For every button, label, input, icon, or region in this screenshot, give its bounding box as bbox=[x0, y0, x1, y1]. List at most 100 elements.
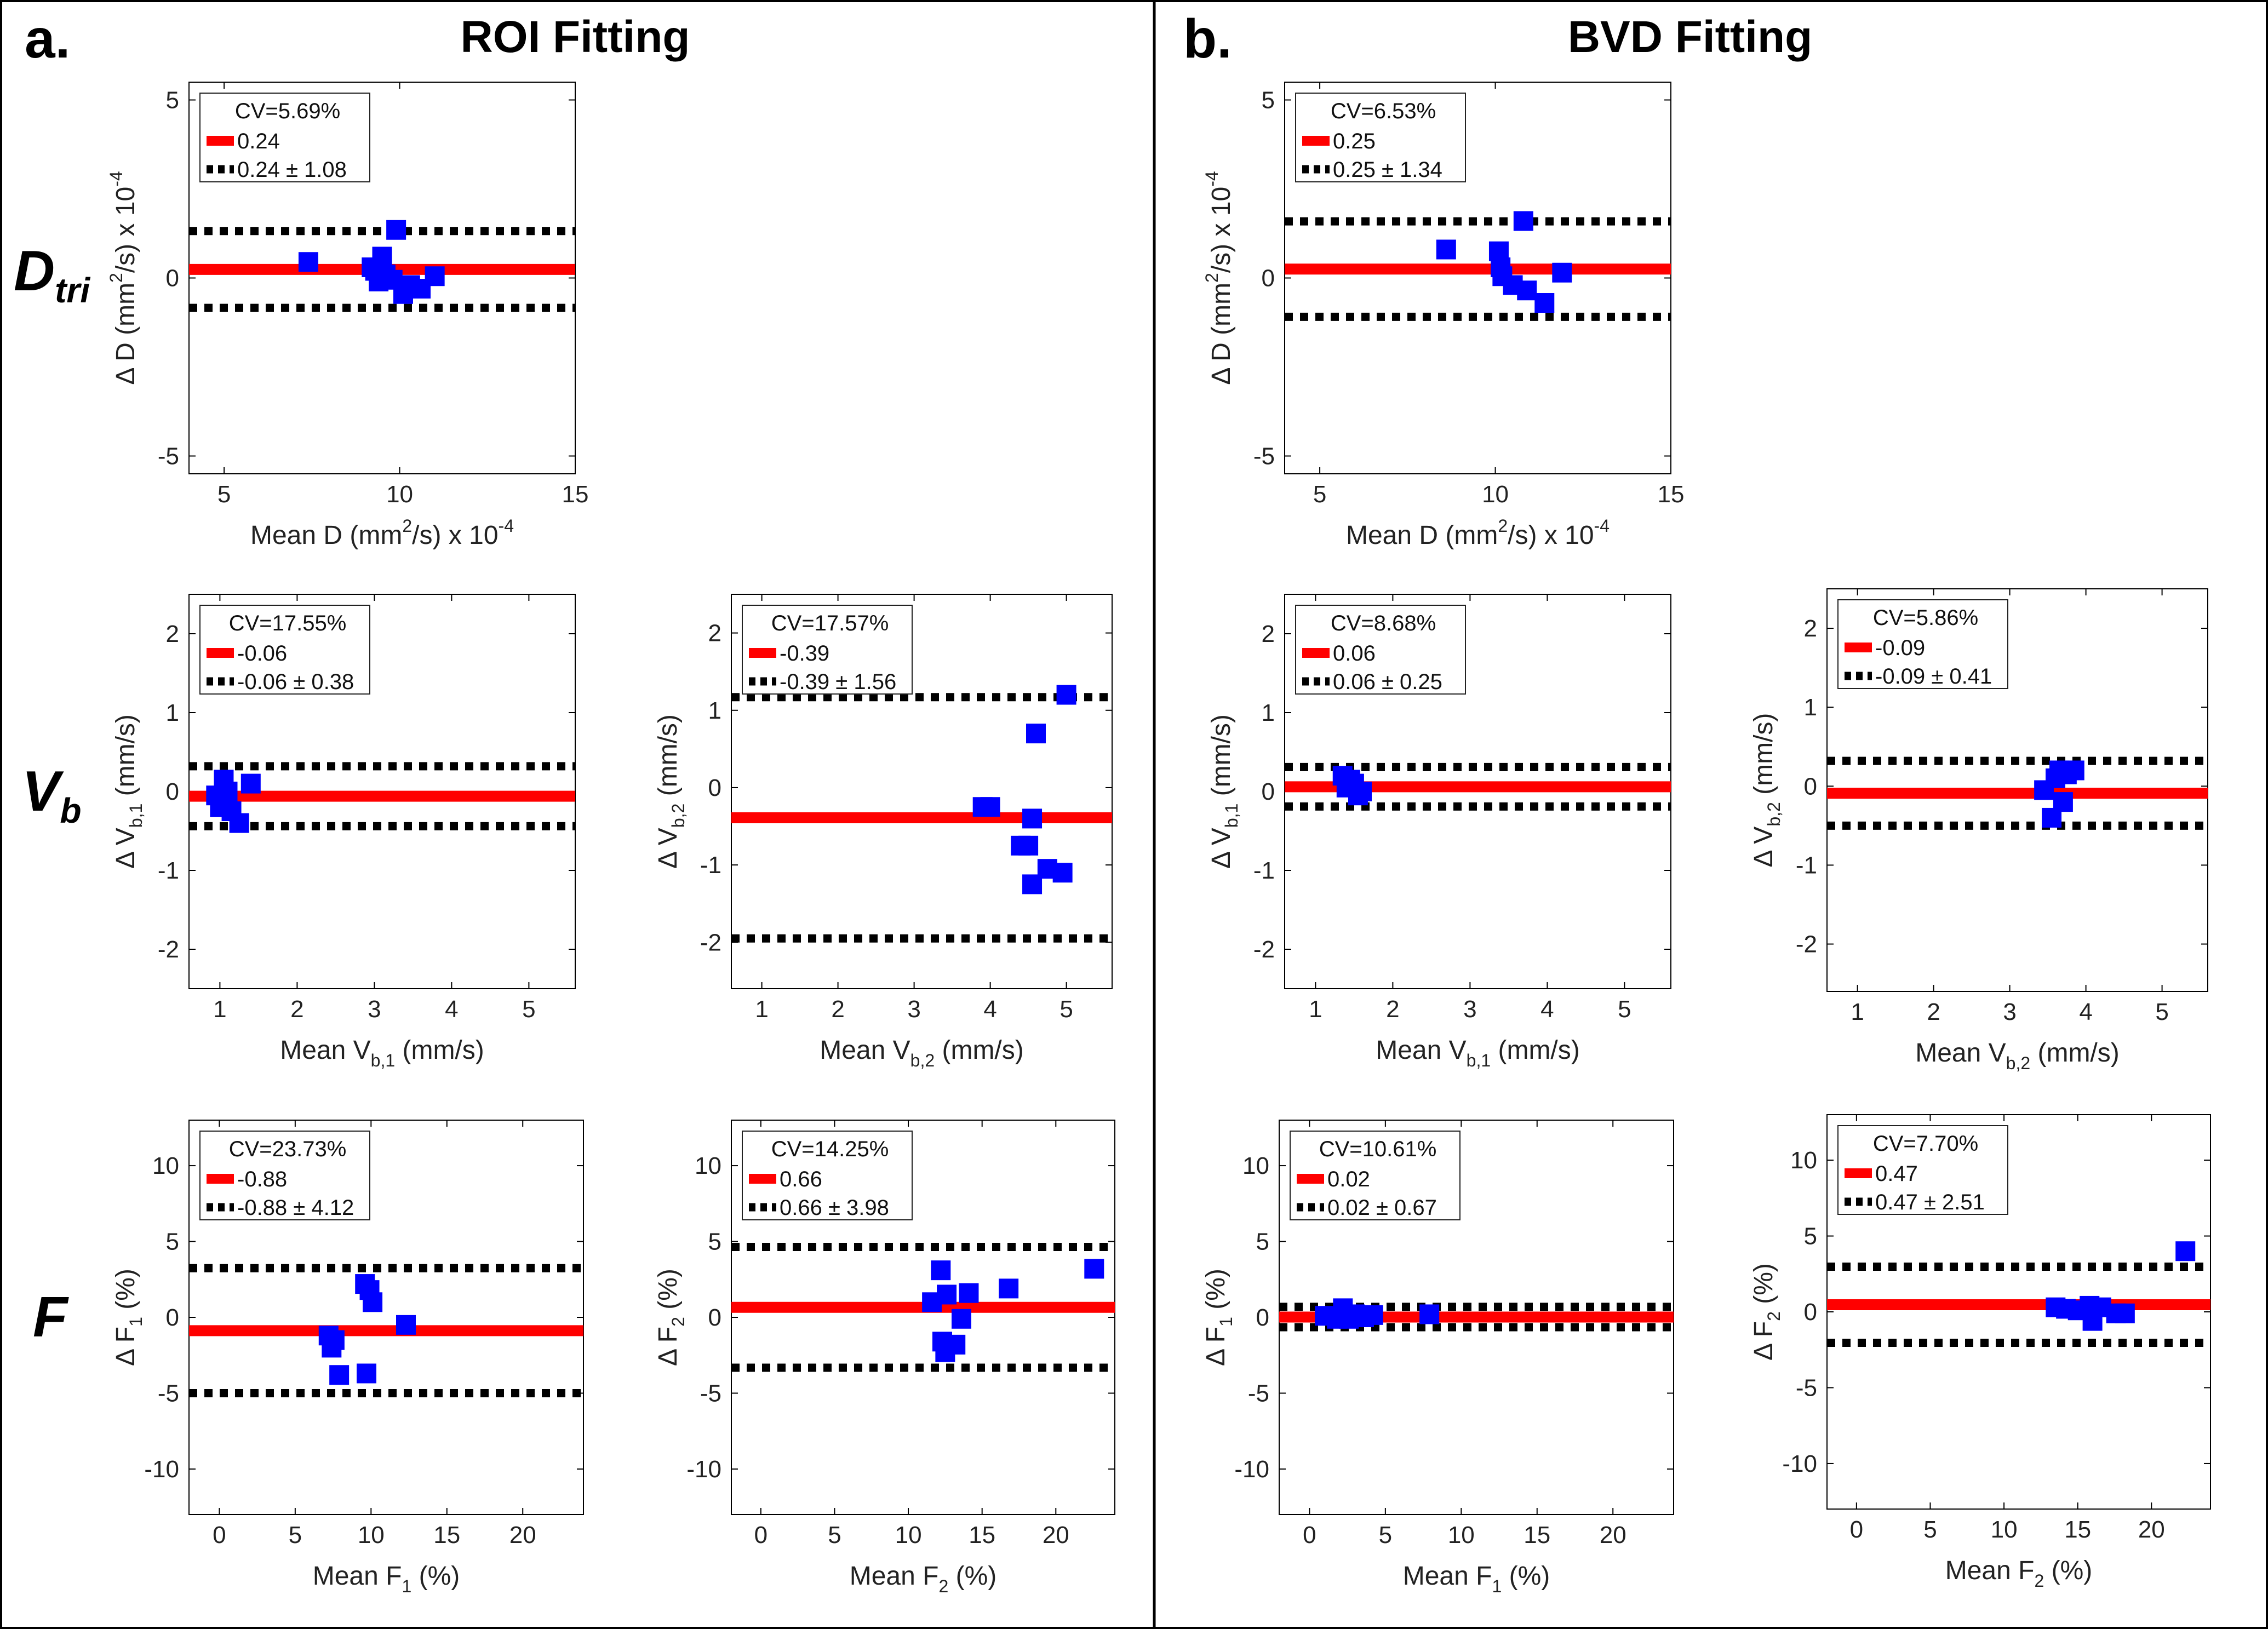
y-axis-label-text: /s) x 10 bbox=[111, 187, 140, 273]
y-tick-label: 0 bbox=[1804, 773, 1817, 800]
data-point bbox=[1534, 293, 1555, 313]
x-axis-label-text: /s) x 10 bbox=[1508, 521, 1594, 550]
legend-limits: 0.02 ± 0.67 bbox=[1327, 1196, 1437, 1220]
legend-limits: 0.25 ± 1.34 bbox=[1333, 158, 1442, 182]
x-tick-label: 10 bbox=[895, 1522, 922, 1548]
x-tick-label: 5 bbox=[1313, 481, 1326, 508]
data-point bbox=[1084, 1259, 1104, 1279]
y-axis-label-text: (mm/s) bbox=[111, 714, 140, 804]
legend-limits: 0.24 ± 1.08 bbox=[237, 158, 347, 182]
y-axis-label-sup: -4 bbox=[1202, 171, 1222, 186]
y-tick-label: -5 bbox=[1796, 1374, 1817, 1401]
y-tick-label: 0 bbox=[708, 775, 721, 801]
data-point bbox=[959, 1283, 979, 1303]
y-axis-label-text: (%) bbox=[654, 1269, 683, 1317]
panel-a-letter: a. bbox=[25, 8, 70, 70]
x-tick-label: 15 bbox=[1658, 481, 1685, 508]
y-tick-label: 5 bbox=[166, 1229, 179, 1255]
y-tick-label: 0 bbox=[708, 1304, 721, 1331]
y-tick-label: -10 bbox=[1782, 1450, 1817, 1477]
y-tick-label: 1 bbox=[166, 699, 179, 726]
x-tick-label: 0 bbox=[1850, 1516, 1863, 1543]
x-axis-label-sub: 2 bbox=[2034, 1571, 2044, 1591]
data-point bbox=[1363, 1305, 1383, 1325]
x-tick-label: 10 bbox=[386, 481, 413, 508]
plot-bvd-D: 5 10 15 -5 0 5 CV=6.53% 0.25 0.25 ± 1.34 Mean D (… bbox=[1202, 82, 1684, 550]
legend-cv: CV=23.73% bbox=[229, 1137, 347, 1161]
x-tick-label: 5 bbox=[828, 1522, 841, 1548]
data-point bbox=[357, 1363, 376, 1384]
row-label-dtri: Dtri bbox=[14, 239, 90, 310]
y-tick-label: 1 bbox=[1262, 699, 1275, 726]
y-axis-label-text: Δ F bbox=[1201, 1327, 1230, 1366]
data-point bbox=[386, 220, 406, 240]
y-tick-label: -10 bbox=[144, 1456, 179, 1483]
y-tick-label: -2 bbox=[1253, 936, 1275, 963]
x-tick-label: 2 bbox=[1386, 996, 1399, 1023]
data-point bbox=[999, 1278, 1019, 1299]
y-tick-label: 0 bbox=[166, 265, 179, 292]
y-tick-label: 2 bbox=[1262, 621, 1275, 647]
row-label-vb: Vb bbox=[22, 760, 81, 830]
legend-mean: 0.02 bbox=[1327, 1167, 1370, 1191]
y-tick-label: 1 bbox=[1804, 694, 1817, 721]
data-point bbox=[1436, 239, 1456, 260]
x-axis-label-text: (mm/s) bbox=[1491, 1036, 1580, 1065]
y-tick-label: -5 bbox=[158, 1380, 179, 1407]
x-axis-label: Mean D (mm2/s) x 10-4 bbox=[1346, 516, 1610, 550]
x-axis-label-text: /s) x 10 bbox=[412, 521, 498, 550]
y-tick-label: 10 bbox=[152, 1152, 179, 1179]
y-tick-label: -1 bbox=[158, 857, 179, 884]
x-tick-label: 4 bbox=[1540, 996, 1554, 1023]
plot-bvd-Vb2: 1 2 3 4 5 -2 -1 0 1 2 CV=5.86% -0.09 -0.09 ± 0.41 Mea… bbox=[1749, 588, 2208, 1073]
legend-limits: -0.88 ± 4.12 bbox=[237, 1196, 354, 1220]
y-axis-label-sub: b,1 bbox=[126, 804, 146, 828]
y-axis-label: Δ F1 (%) bbox=[1201, 1269, 1236, 1366]
y-axis-label-text: Δ D (mm bbox=[1207, 283, 1236, 385]
data-point bbox=[1513, 211, 1533, 231]
y-axis-label-sub: 1 bbox=[126, 1317, 146, 1327]
x-tick-label: 4 bbox=[445, 996, 458, 1023]
data-point bbox=[363, 1292, 383, 1312]
y-tick-label: -10 bbox=[1234, 1456, 1269, 1483]
y-axis-label-sub: 1 bbox=[1216, 1317, 1236, 1327]
y-tick-label: 0 bbox=[166, 1304, 179, 1331]
y-tick-label: 10 bbox=[1242, 1152, 1269, 1179]
y-axis-label: Δ Vb,2 (mm/s) bbox=[1749, 713, 1784, 868]
y-axis-label-text: Δ D (mm bbox=[111, 283, 140, 385]
x-tick-label: 15 bbox=[1524, 1522, 1550, 1548]
legend-mean: 0.25 bbox=[1333, 129, 1376, 153]
data-point bbox=[425, 266, 445, 286]
y-axis-label-text: /s) x 10 bbox=[1207, 187, 1236, 273]
y-tick-label: -5 bbox=[1248, 1380, 1269, 1407]
x-axis-label-sup: -4 bbox=[1594, 516, 1610, 536]
x-tick-label: 5 bbox=[522, 996, 535, 1023]
x-axis-label-text: Mean D (mm bbox=[1346, 521, 1498, 550]
data-point bbox=[217, 782, 238, 801]
x-axis-label: Mean F1 (%) bbox=[313, 1562, 460, 1596]
x-tick-label: 1 bbox=[755, 996, 768, 1023]
x-axis-label: Mean F2 (%) bbox=[1945, 1556, 2093, 1591]
legend-cv: CV=10.61% bbox=[1319, 1137, 1437, 1161]
plot-bvd-F1: 0 5 10 15 20 -10 -5 0 5 10 CV=10.61% 0.02 0.02 ± 0.6… bbox=[1201, 1120, 1674, 1596]
x-tick-label: 5 bbox=[1379, 1522, 1392, 1548]
y-tick-label: -5 bbox=[158, 443, 179, 470]
legend-mean: 0.66 bbox=[780, 1167, 822, 1191]
y-axis-label-text: Δ V bbox=[654, 828, 683, 869]
y-axis-label: Δ F1 (%) bbox=[111, 1269, 146, 1366]
x-axis-label-text: Mean F bbox=[1403, 1562, 1492, 1591]
data-point bbox=[324, 1330, 345, 1350]
y-tick-label: -2 bbox=[700, 929, 721, 956]
y-axis-label: Δ D (mm2/s) x 10-4 bbox=[1202, 171, 1236, 385]
row-label-dtri-sub: tri bbox=[55, 271, 90, 310]
x-axis-label: Mean F1 (%) bbox=[1403, 1562, 1550, 1596]
x-tick-label: 2 bbox=[290, 996, 303, 1023]
data-point bbox=[1056, 685, 1076, 705]
y-axis-label-text: (mm/s) bbox=[654, 714, 683, 804]
y-axis-label-text: Δ V bbox=[1207, 828, 1236, 869]
y-tick-label: 0 bbox=[1256, 1304, 1269, 1331]
data-point bbox=[2053, 792, 2073, 812]
x-tick-label: 2 bbox=[831, 996, 844, 1023]
